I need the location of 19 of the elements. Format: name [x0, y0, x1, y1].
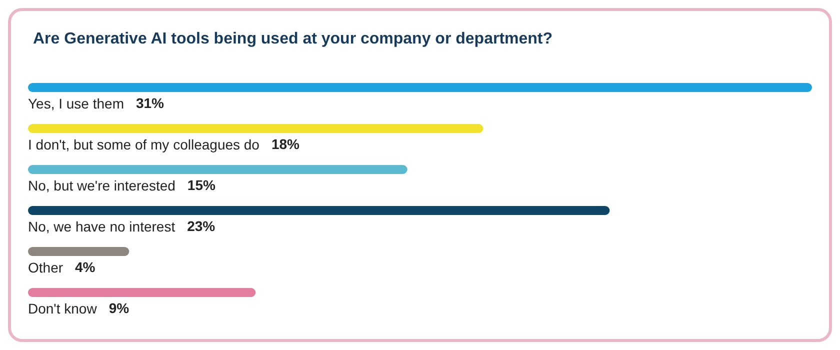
y-tick-label: I don't, but some of my colleagues do	[28, 136, 260, 152]
data-label: 31%	[136, 95, 165, 111]
bar	[28, 124, 484, 133]
bar	[28, 206, 610, 215]
bar	[28, 288, 256, 297]
y-tick-label: Other	[28, 260, 64, 276]
data-label: 18%	[271, 136, 300, 152]
y-tick-label: Don't know	[28, 300, 98, 316]
data-label: 9%	[108, 300, 130, 316]
y-tick-label: No, but we're interested	[28, 178, 176, 194]
bar	[28, 247, 130, 256]
bar	[28, 83, 812, 92]
data-label: 15%	[187, 177, 216, 193]
y-tick-label: No, we have no interest	[28, 218, 176, 234]
bar	[28, 165, 408, 174]
data-label: 23%	[187, 218, 216, 234]
y-tick-label: Yes, I use them	[28, 96, 124, 112]
data-label: 4%	[75, 259, 96, 275]
chart-title: Are Generative AI tools being used at your company or department?	[33, 30, 553, 48]
